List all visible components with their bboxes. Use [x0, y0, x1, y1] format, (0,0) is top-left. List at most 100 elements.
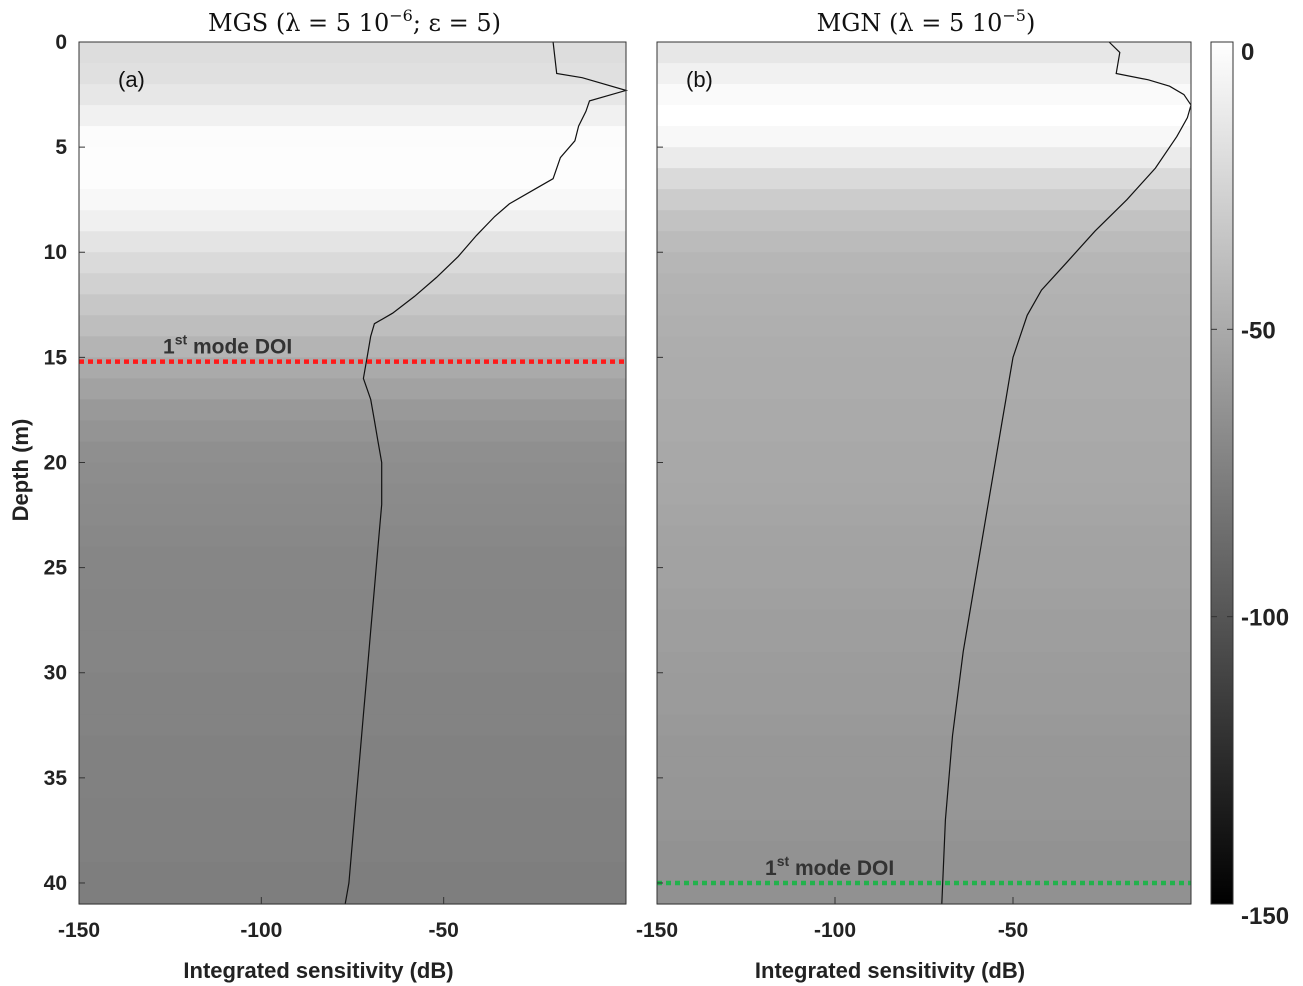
background-band [657, 567, 1191, 590]
background-band [79, 609, 626, 632]
y-axis-label: Depth (m) [8, 419, 33, 522]
x-tick-label: -50 [428, 919, 458, 942]
background-band [657, 273, 1191, 295]
background-band [79, 189, 626, 211]
y-tick-label: 0 [55, 31, 67, 54]
background-band [79, 420, 626, 443]
background-band [657, 231, 1191, 253]
background-band [657, 315, 1191, 337]
background-band [79, 42, 626, 64]
background-band [79, 567, 626, 590]
background-band [79, 441, 626, 464]
panel-a-sensitivity-curve [344, 41, 629, 905]
background-band [657, 42, 1191, 64]
colorbar: 0 -50 -100 -150 [1210, 39, 1289, 930]
background-band [79, 546, 626, 569]
background-band [79, 504, 626, 527]
background-band [79, 840, 626, 863]
y-tick-label: 15 [44, 346, 68, 369]
background-band [657, 819, 1191, 842]
background-band [657, 252, 1191, 274]
background-band [79, 63, 626, 85]
background-band [657, 840, 1191, 863]
background-band [79, 588, 626, 611]
background-band [657, 546, 1191, 569]
background-band [657, 399, 1191, 422]
background-band [657, 210, 1191, 232]
panel-b-doi-label: 1st mode DOI [765, 853, 894, 880]
x-tick-label: -150 [636, 919, 678, 942]
background-band [79, 378, 626, 401]
background-band [657, 504, 1191, 527]
background-band [657, 294, 1191, 316]
background-band [657, 336, 1191, 358]
background-band [657, 798, 1191, 821]
background-band [657, 861, 1191, 884]
y-tick-label: 40 [44, 872, 67, 895]
background-band [657, 672, 1191, 695]
colorbar-tick-label: -50 [1241, 317, 1276, 344]
panel-a-x-ticks: -150 -100 -50 [58, 897, 459, 942]
y-tick-label: 25 [44, 557, 68, 580]
y-tick-label: 30 [44, 662, 67, 685]
panel-b-x-ticks: -150 -100 -50 [636, 897, 1028, 942]
background-band [657, 735, 1191, 758]
background-band [79, 693, 626, 716]
background-band [657, 651, 1191, 674]
background-band [79, 168, 626, 190]
background-band [79, 819, 626, 842]
panel-b-sensitivity-curve [941, 41, 1192, 905]
background-band [79, 336, 626, 358]
background-band [79, 210, 626, 232]
background-band [657, 378, 1191, 401]
background-band [79, 273, 626, 295]
background-band [79, 399, 626, 422]
panel-b-x-axis-label: Integrated sensitivity (dB) [755, 958, 1025, 983]
background-band [79, 525, 626, 548]
background-band [657, 420, 1191, 443]
panel-a-x-axis-label: Integrated sensitivity (dB) [183, 958, 453, 983]
panel-a-sensitivity-background [79, 42, 626, 905]
background-band [79, 147, 626, 169]
colorbar-tick-label: 0 [1241, 39, 1254, 66]
panel-b-sensitivity-background [657, 42, 1191, 905]
background-band [79, 630, 626, 653]
panel-b: 1st mode DOI (b) -150 -100 -50 MGN (λ = 5 … [636, 6, 1192, 983]
colorbar-tick-label: -100 [1241, 605, 1289, 632]
background-band [79, 84, 626, 106]
background-band [657, 168, 1191, 190]
y-tick-label: 10 [44, 241, 67, 264]
background-band [79, 126, 626, 148]
background-band [657, 63, 1191, 85]
x-tick-label: -50 [998, 919, 1028, 942]
background-band [657, 630, 1191, 653]
background-band [657, 105, 1191, 127]
background-band [79, 714, 626, 737]
panel-b-y-ticks [657, 41, 663, 884]
panel-b-label: (b) [686, 67, 713, 92]
background-band [657, 357, 1191, 379]
background-band [79, 231, 626, 253]
background-band [657, 882, 1191, 905]
background-band [657, 189, 1191, 211]
background-band [657, 84, 1191, 106]
y-tick-label: 20 [44, 451, 67, 474]
background-band [657, 714, 1191, 737]
colorbar-ticks: 0 -50 -100 -150 [1211, 39, 1289, 930]
panel-a-label: (a) [118, 67, 145, 92]
background-band [79, 294, 626, 316]
colorbar-tick-label: -150 [1241, 903, 1289, 930]
background-band [657, 441, 1191, 464]
background-band [79, 462, 626, 485]
background-band [657, 462, 1191, 485]
background-band [657, 525, 1191, 548]
x-tick-label: -100 [814, 919, 856, 942]
background-band [79, 105, 626, 127]
panel-a: 1st mode DOI (a) -150 -100 -50 0 5 10 15 20 25 3… [44, 6, 629, 983]
x-tick-label: -150 [58, 919, 100, 942]
background-band [657, 777, 1191, 800]
panel-a-y-ticks: 0 5 10 15 20 25 30 35 40 [44, 31, 85, 895]
background-band [657, 483, 1191, 506]
background-band [79, 735, 626, 758]
